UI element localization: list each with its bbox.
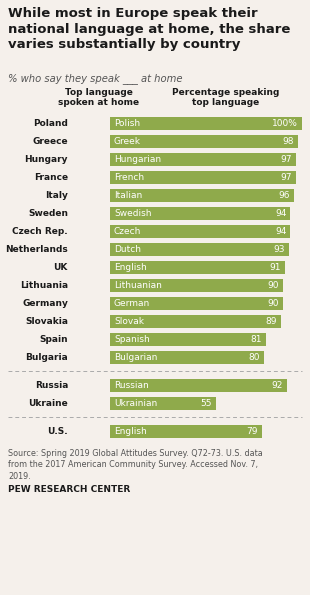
Text: Czech: Czech	[114, 227, 141, 236]
Text: Slovakia: Slovakia	[25, 317, 68, 326]
Text: Percentage speaking
top language: Percentage speaking top language	[171, 88, 279, 108]
Text: Italy: Italy	[45, 191, 68, 200]
Bar	[110, 171, 296, 184]
Bar	[110, 189, 294, 202]
Bar	[110, 207, 290, 220]
Text: PEW RESEARCH CENTER: PEW RESEARCH CENTER	[8, 485, 130, 494]
Text: Ukrainian: Ukrainian	[114, 399, 157, 408]
Bar	[110, 425, 262, 438]
Text: 94: 94	[275, 209, 286, 218]
Text: Hungarian: Hungarian	[114, 155, 161, 164]
Text: Netherlands: Netherlands	[5, 245, 68, 254]
Text: Spanish: Spanish	[114, 335, 150, 344]
Text: Source: Spring 2019 Global Attitudes Survey. Q72-73. U.S. data
from the 2017 Ame: Source: Spring 2019 Global Attitudes Sur…	[8, 449, 263, 481]
Text: 90: 90	[267, 299, 279, 308]
Text: 55: 55	[200, 399, 212, 408]
Text: Lithuania: Lithuania	[20, 281, 68, 290]
Text: 79: 79	[246, 427, 258, 436]
Text: Swedish: Swedish	[114, 209, 152, 218]
Text: 97: 97	[281, 155, 292, 164]
Text: Sweden: Sweden	[28, 209, 68, 218]
Text: Greek: Greek	[114, 137, 141, 146]
Text: Russia: Russia	[35, 381, 68, 390]
Text: 89: 89	[265, 317, 277, 326]
Text: 100%: 100%	[272, 119, 298, 128]
Text: Spain: Spain	[39, 335, 68, 344]
Text: Germany: Germany	[22, 299, 68, 308]
Text: Russian: Russian	[114, 381, 149, 390]
Bar	[110, 279, 283, 292]
Bar	[110, 333, 266, 346]
Text: 80: 80	[248, 353, 259, 362]
Bar	[110, 297, 283, 310]
Bar	[110, 225, 290, 238]
Text: German: German	[114, 299, 150, 308]
Bar	[110, 243, 289, 256]
Text: Italian: Italian	[114, 191, 142, 200]
Text: Ukraine: Ukraine	[28, 399, 68, 408]
Text: Slovak: Slovak	[114, 317, 144, 326]
Text: 91: 91	[269, 263, 281, 272]
Text: France: France	[34, 173, 68, 182]
Text: 90: 90	[267, 281, 279, 290]
Text: Hungary: Hungary	[24, 155, 68, 164]
Bar	[110, 135, 298, 148]
Bar	[110, 261, 285, 274]
Text: % who say they speak ___ at home: % who say they speak ___ at home	[8, 73, 183, 84]
Text: Poland: Poland	[33, 119, 68, 128]
Text: French: French	[114, 173, 144, 182]
Text: English: English	[114, 263, 147, 272]
Text: Czech Rep.: Czech Rep.	[12, 227, 68, 236]
Text: 96: 96	[279, 191, 290, 200]
Text: Bulgaria: Bulgaria	[25, 353, 68, 362]
Text: U.S.: U.S.	[47, 427, 68, 436]
Bar	[110, 397, 215, 410]
Text: 97: 97	[281, 173, 292, 182]
Text: 81: 81	[250, 335, 262, 344]
Bar	[110, 315, 281, 328]
Text: Greece: Greece	[32, 137, 68, 146]
Text: Bulgarian: Bulgarian	[114, 353, 157, 362]
Text: 98: 98	[283, 137, 294, 146]
Text: UK: UK	[54, 263, 68, 272]
Text: English: English	[114, 427, 147, 436]
Text: Lithuanian: Lithuanian	[114, 281, 162, 290]
Text: Top language
spoken at home: Top language spoken at home	[59, 88, 140, 108]
Bar	[110, 379, 287, 392]
Text: 92: 92	[271, 381, 283, 390]
Text: While most in Europe speak their
national language at home, the share
varies sub: While most in Europe speak their nationa…	[8, 7, 290, 51]
Bar	[110, 351, 264, 364]
Text: Polish: Polish	[114, 119, 140, 128]
Text: 94: 94	[275, 227, 286, 236]
Text: 93: 93	[273, 245, 285, 254]
Bar	[110, 153, 296, 166]
Text: Dutch: Dutch	[114, 245, 141, 254]
Bar	[110, 117, 302, 130]
